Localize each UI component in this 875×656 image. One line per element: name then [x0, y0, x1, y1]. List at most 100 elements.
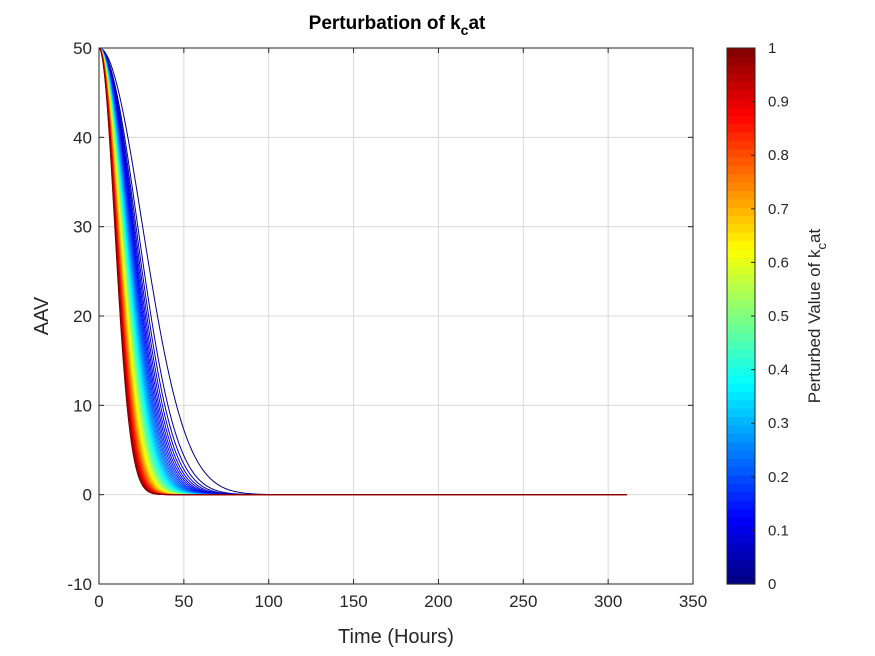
- colorbar-segment: [727, 341, 755, 351]
- colorbar-tick-label: 0.8: [768, 147, 789, 164]
- colorbar-tick-label: 0.6: [768, 254, 789, 271]
- colorbar-segment: [727, 81, 755, 91]
- colorbar-segment: [727, 466, 755, 476]
- colorbar-segment: [727, 106, 755, 116]
- colorbar-segment: [727, 441, 755, 451]
- colorbar-segment: [727, 182, 755, 191]
- colorbar-segment: [727, 575, 755, 585]
- colorbar-tick-label: 1: [768, 40, 776, 57]
- colorbar-segment: [727, 517, 755, 526]
- y-tick-label: 0: [83, 486, 92, 505]
- y-tick-label: 20: [73, 307, 92, 326]
- y-tick-label: -10: [67, 575, 92, 594]
- y-tick-label: 50: [73, 39, 92, 58]
- colorbar-segment: [727, 357, 755, 367]
- colorbar-segment: [727, 165, 755, 175]
- colorbar-segment: [727, 558, 755, 568]
- y-tick-label: 10: [73, 396, 92, 415]
- colorbar-tick-label: 0.2: [768, 469, 789, 486]
- colorbar-segment: [727, 408, 755, 418]
- x-axis-ticks: 0 50 100 150 200 250 300 350: [94, 48, 707, 611]
- colorbar-segment: [727, 89, 755, 99]
- colorbar-segment: [727, 324, 755, 334]
- series-lines: [98, 47, 627, 496]
- colorbar-segment: [727, 274, 755, 284]
- colorbar-segment: [727, 64, 755, 74]
- colorbar-segment: [727, 525, 755, 535]
- colorbar-segment: [727, 73, 755, 83]
- colorbar: [727, 48, 755, 585]
- colorbar-segment: [727, 316, 755, 325]
- colorbar-tick-label: 0.7: [768, 201, 789, 218]
- series-line: [98, 47, 627, 496]
- x-axis-label: Time (Hours): [338, 626, 454, 648]
- colorbar-segment: [727, 391, 755, 401]
- colorbar-segment: [727, 383, 755, 392]
- colorbar-segment: [727, 56, 755, 66]
- colorbar-segment: [727, 198, 755, 208]
- colorbar-tick-label: 0.3: [768, 415, 789, 432]
- colorbar-segment: [727, 140, 755, 150]
- colorbar-segment: [727, 374, 755, 384]
- colorbar-segment: [727, 148, 755, 158]
- colorbar-segment: [727, 366, 755, 376]
- colorbar-segment: [727, 240, 755, 250]
- colorbar-segment: [727, 232, 755, 242]
- colorbar-segment: [727, 156, 755, 166]
- colorbar-segment: [727, 123, 755, 133]
- x-tick-label: 100: [255, 592, 283, 611]
- colorbar-segment: [727, 131, 755, 141]
- colorbar-segment: [727, 550, 755, 560]
- x-tick-label: 300: [594, 592, 622, 611]
- colorbar-segment: [727, 332, 755, 342]
- colorbar-label: Perturbed Value of kcat: [805, 229, 829, 404]
- colorbar-segment: [727, 190, 755, 200]
- colorbar-segment: [727, 567, 755, 577]
- colorbar-segment: [727, 533, 755, 543]
- colorbar-segment: [727, 223, 755, 233]
- colorbar-tick-label: 0.1: [768, 522, 789, 539]
- colorbar-segment: [727, 207, 755, 217]
- colorbar-segment: [727, 500, 755, 510]
- colorbar-segment: [727, 491, 755, 501]
- colorbar-segment: [727, 282, 755, 292]
- colorbar-segment: [727, 48, 755, 57]
- x-tick-label: 200: [424, 592, 452, 611]
- colorbar-segment: [727, 483, 755, 493]
- colorbar-segment: [727, 173, 755, 183]
- colorbar-segment: [727, 290, 755, 300]
- colorbar-segment: [727, 433, 755, 443]
- colorbar-segment: [727, 98, 755, 108]
- colorbar-segment: [727, 265, 755, 275]
- colorbar-segment: [727, 450, 755, 459]
- colorbar-segment: [727, 257, 755, 267]
- chart-title: Perturbation of kcat: [309, 13, 486, 38]
- x-tick-label: 350: [679, 592, 707, 611]
- y-tick-label: 40: [73, 128, 92, 147]
- x-tick-label: 50: [174, 592, 193, 611]
- colorbar-segment: [727, 416, 755, 426]
- colorbar-segment: [727, 542, 755, 552]
- colorbar-segment: [727, 399, 755, 409]
- colorbar-segment: [727, 475, 755, 485]
- colorbar-segment: [727, 508, 755, 518]
- colorbar-ticks: 0 0.1 0.2 0.3 0.4 0.5 0.6 0.7 0.8 0.9 1: [751, 40, 789, 593]
- x-tick-label: 150: [339, 592, 367, 611]
- colorbar-segment: [727, 249, 755, 258]
- colorbar-segment: [727, 215, 755, 225]
- colorbar-segment: [727, 299, 755, 309]
- y-axis-label: AAV: [31, 296, 53, 335]
- colorbar-segment: [727, 349, 755, 359]
- colorbar-segment: [727, 307, 755, 317]
- colorbar-tick-label: 0.9: [768, 94, 789, 111]
- colorbar-segment: [727, 458, 755, 468]
- x-tick-label: 0: [94, 592, 103, 611]
- y-axis-ticks: -10 0 10 20 30 40 50: [67, 39, 693, 594]
- colorbar-segment: [727, 424, 755, 434]
- colorbar-tick-label: 0.4: [768, 362, 789, 379]
- y-tick-label: 30: [73, 218, 92, 237]
- colorbar-segment: [727, 115, 755, 124]
- colorbar-tick-label: 0: [768, 576, 776, 593]
- colorbar-tick-label: 0.5: [768, 308, 789, 325]
